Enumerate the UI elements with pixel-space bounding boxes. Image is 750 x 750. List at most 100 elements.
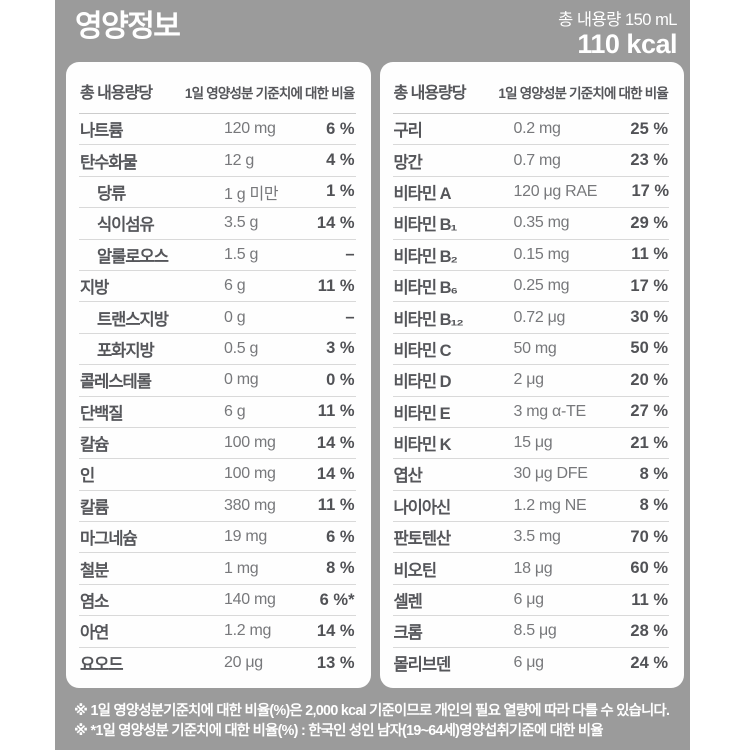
nutrient-name: 지방 (80, 279, 109, 298)
nutrient-percent: 17 % (630, 276, 668, 295)
nutrient-amount: 0.15 mg (513, 245, 570, 263)
nutrient-amount: 0.35 mg (513, 214, 570, 232)
nutrient-percent: 17 % (631, 182, 670, 201)
left-nutrition-panel: 총 내용량당 1일 영양성분 기준치에 대한 비율 나트륨 120 mg 6 % 탄수… (66, 62, 371, 688)
nutrient-name: 나트륨 (80, 122, 124, 141)
nutrient-percent: 11 % (317, 276, 355, 295)
nutrient-name: 마그네슘 (80, 530, 138, 549)
nutrient-percent: 27 % (630, 402, 668, 421)
nutrient-amount: 18 μg (513, 559, 553, 577)
nutrient-amount: 2 μg (513, 371, 545, 389)
nutrient-row: 비타민 C 50 mg 50 % (392, 334, 669, 366)
right-nutrient-rows: 구리 0.2 mg 25 % 망간 0.7 mg 23 % 비타민 A 120 μg RAE 1… (392, 114, 670, 679)
nutrient-percent: 70 % (630, 527, 668, 546)
nutrient-name: 비오틴 (393, 561, 438, 580)
nutrient-percent: 8 % (639, 496, 668, 515)
nutrition-label: 영양정보 총 내용량 150 mL 110 kcal 총 내용량당 1일 영양성… (55, 0, 690, 750)
nutrient-amount: 380 mg (224, 496, 276, 514)
nutrient-amount: 3.5 g (224, 214, 259, 232)
nutrient-amount: 100 mg (224, 434, 276, 452)
nutrient-name: 요오드 (80, 656, 124, 675)
nutrient-percent: 14 % (316, 464, 355, 483)
nutrient-row: 비타민 B₆ 0.25 mg 17 % (392, 271, 669, 303)
nutrient-row: 칼륨 380 mg 11 % (79, 491, 356, 523)
col-header-daily-value: 1일 영양성분 기준치에 대한 비율 (498, 86, 668, 101)
nutrient-name: 탄수화물 (80, 153, 138, 172)
nutrient-amount: 6 g (224, 402, 246, 420)
nutrient-percent: 14 % (316, 433, 355, 452)
nutrient-percent: 6 % (326, 119, 355, 138)
col-header-per-serving: 총 내용량당 (80, 85, 153, 102)
nutrient-percent: 14 % (316, 621, 355, 640)
nutrient-amount: 0 g (224, 308, 246, 326)
nutrient-amount: 8.5 μg (513, 622, 557, 640)
nutrient-percent: 1 % (326, 182, 355, 201)
nutrient-row: 비타민 B₁ 0.35 mg 29 % (392, 208, 669, 240)
nutrient-amount: 20 μg (224, 654, 263, 672)
nutrient-name: 비타민 E (393, 404, 451, 423)
nutrient-name: 칼슘 (80, 436, 109, 455)
nutrient-percent: 30 % (630, 308, 668, 327)
nutrient-row: 몰리브덴 6 μg 24 % (393, 648, 670, 679)
nutrient-percent: 0 % (326, 370, 355, 389)
nutrient-percent: 11 % (631, 590, 668, 609)
nutrient-percent: 29 % (630, 213, 668, 232)
col-header-daily-value: 1일 영양성분 기준치에 대한 비율 (184, 86, 355, 101)
nutrient-percent: 21 % (630, 433, 668, 452)
footnotes: ※ 1일 영양성분기준치에 대한 비율(%)은 2,000 kcal 기준이므로… (55, 688, 690, 741)
nutrient-name: 철분 (80, 561, 109, 580)
nutrient-name: 비타민 B₁₂ (393, 310, 464, 329)
nutrient-name: 판토텐산 (393, 530, 452, 549)
nutrient-row: 마그네슘 19 mg 6 % (79, 522, 356, 554)
nutrient-row: 비오틴 18 μg 60 % (392, 553, 669, 585)
nutrient-percent: – (345, 308, 355, 327)
nutrient-name: 비타민 A (393, 184, 452, 203)
nutrition-panels: 총 내용량당 1일 영양성분 기준치에 대한 비율 나트륨 120 mg 6 % 탄수… (55, 60, 690, 688)
nutrient-amount: 100 mg (224, 465, 276, 483)
nutrient-percent: 14 % (316, 213, 355, 232)
nutrient-name: 인 (80, 467, 95, 486)
nutrient-row: 비타민 B₁₂ 0.72 μg 30 % (392, 302, 669, 334)
nutrient-row: 비타민 A 120 μg RAE 17 % (392, 177, 670, 209)
nutrient-amount: 0.7 mg (513, 151, 561, 169)
nutrient-name: 트랜스지방 (97, 310, 169, 329)
col-header-per-serving: 총 내용량당 (393, 85, 467, 102)
nutrient-name: 구리 (393, 122, 423, 141)
nutrient-name: 비타민 K (393, 436, 452, 455)
nutrient-row: 알룰로오스 1.5 g – (79, 240, 356, 271)
nutrient-row: 단백질 6 g 11 % (79, 397, 356, 428)
nutrient-name: 단백질 (80, 404, 124, 423)
nutrient-name: 몰리브덴 (393, 656, 452, 675)
nutrient-row: 나이아신 1.2 mg NE 8 % (392, 491, 669, 523)
total-volume: 총 내용량 150 mL (558, 11, 677, 29)
serving-summary: 총 내용량 150 mL 110 kcal (558, 11, 677, 58)
nutrient-name: 크롬 (393, 624, 423, 643)
nutrient-row: 인 100 mg 14 % (79, 459, 356, 491)
nutrient-amount: 0.72 μg (513, 308, 566, 326)
nutrient-row: 크롬 8.5 μg 28 % (392, 616, 669, 648)
nutrient-name: 아연 (80, 624, 109, 643)
footnote-daily-value: ※ 1일 영양성분기준치에 대한 비율(%)은 2,000 kcal 기준이므로… (74, 703, 670, 719)
left-nutrient-rows: 나트륨 120 mg 6 % 탄수화물 12 g 4 % 당류 1 g 미만 1 % 식이섬유 3.… (79, 114, 356, 679)
nutrient-name: 엽산 (393, 467, 423, 486)
nutrient-row: 포화지방 0.5 g 3 % (79, 334, 356, 366)
right-nutrition-panel: 총 내용량당 1일 영양성분 기준치에 대한 비율 구리 0.2 mg 25 % 망간… (379, 62, 684, 688)
nutrient-name: 알룰로오스 (97, 247, 169, 266)
nutrient-amount: 1.5 g (224, 245, 259, 263)
nutrient-name: 망간 (393, 153, 423, 172)
nutrient-amount: 0.25 mg (513, 277, 570, 295)
nutrient-percent: 6 % (326, 527, 355, 546)
nutrient-percent: 11 % (631, 245, 668, 264)
nutrient-name: 비타민 B₁ (393, 216, 458, 235)
nutrient-amount: 120 μg RAE (513, 182, 598, 200)
nutrient-amount: 3.5 mg (513, 528, 561, 546)
nutrient-name: 비타민 B₆ (393, 279, 459, 298)
nutrient-row: 칼슘 100 mg 14 % (79, 428, 356, 460)
left-panel-header: 총 내용량당 1일 영양성분 기준치에 대한 비율 (79, 75, 356, 114)
nutrient-amount: 120 mg (224, 120, 276, 138)
nutrient-amount: 0 mg (224, 371, 259, 389)
nutrient-row: 비타민 K 15 μg 21 % (392, 428, 669, 460)
nutrient-row: 식이섬유 3.5 g 14 % (79, 208, 356, 240)
nutrient-percent: 24 % (630, 653, 668, 672)
